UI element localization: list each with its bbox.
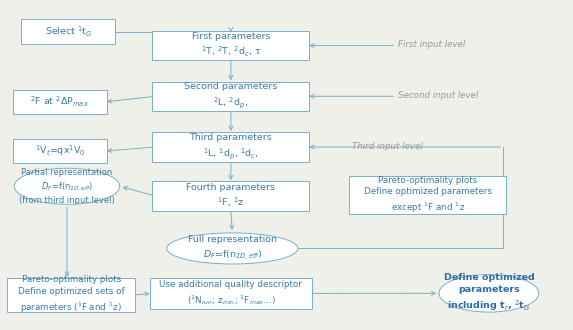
FancyBboxPatch shape xyxy=(349,177,506,214)
Text: Full representation
$D_F$=f(n$_{2D,eff}$): Full representation $D_F$=f(n$_{2D,eff}$… xyxy=(188,235,277,262)
Text: Pareto-optimality plots
Define optimized sets of
parameters ($^1$F and $^1$z): Pareto-optimality plots Define optimized… xyxy=(18,276,124,315)
Text: $^2$F at $^2Δ$P$_{max}$: $^2$F at $^2Δ$P$_{max}$ xyxy=(30,95,89,109)
FancyBboxPatch shape xyxy=(152,182,309,211)
FancyBboxPatch shape xyxy=(13,139,107,163)
FancyBboxPatch shape xyxy=(152,31,309,60)
FancyBboxPatch shape xyxy=(152,132,309,162)
Text: First parameters
$^1$T, $^2$T, $^2$d$_{c}$, τ: First parameters $^1$T, $^2$T, $^2$d$_{c… xyxy=(191,32,270,59)
Text: Pareto-optimality plots
Define optimized parameters
except $^1$F and $^1$z: Pareto-optimality plots Define optimized… xyxy=(364,176,492,215)
FancyBboxPatch shape xyxy=(13,90,107,114)
Text: Second input level: Second input level xyxy=(398,91,478,100)
FancyBboxPatch shape xyxy=(150,278,312,309)
Ellipse shape xyxy=(439,275,539,312)
Text: Fourth parameters
$^1$F, $^1$z: Fourth parameters $^1$F, $^1$z xyxy=(186,183,276,210)
FancyBboxPatch shape xyxy=(21,19,115,44)
Ellipse shape xyxy=(167,233,298,264)
Text: First input level: First input level xyxy=(398,40,465,50)
Text: Second parameters
$^2$L, $^2$d$_{p}$,: Second parameters $^2$L, $^2$d$_{p}$, xyxy=(184,82,277,110)
Text: Select $^1$t$_G$: Select $^1$t$_G$ xyxy=(45,25,92,39)
Ellipse shape xyxy=(14,168,120,204)
Text: $^1$V$_t$=qx$^1$V$_0$: $^1$V$_t$=qx$^1$V$_0$ xyxy=(34,144,85,158)
Text: Third parameters
$^1$L, $^1$d$_{p}$, $^1$d$_{c}$,: Third parameters $^1$L, $^1$d$_{p}$, $^1… xyxy=(190,133,272,161)
Text: Third input level: Third input level xyxy=(352,142,423,150)
Text: Partial representation
$D_F$=f(n$_{2D,eff}$)
(from third input level): Partial representation $D_F$=f(n$_{2D,ef… xyxy=(19,168,115,205)
FancyBboxPatch shape xyxy=(152,82,309,111)
FancyBboxPatch shape xyxy=(7,278,135,312)
Text: Define optimized
parameters
including t$_r$, $^2$t$_G$: Define optimized parameters including t$… xyxy=(444,274,534,313)
Text: Use additional quality descriptor
($^2$N$_{run}$; z$_{min}$; $^1$F$_{max}$...): Use additional quality descriptor ($^2$N… xyxy=(159,280,303,307)
